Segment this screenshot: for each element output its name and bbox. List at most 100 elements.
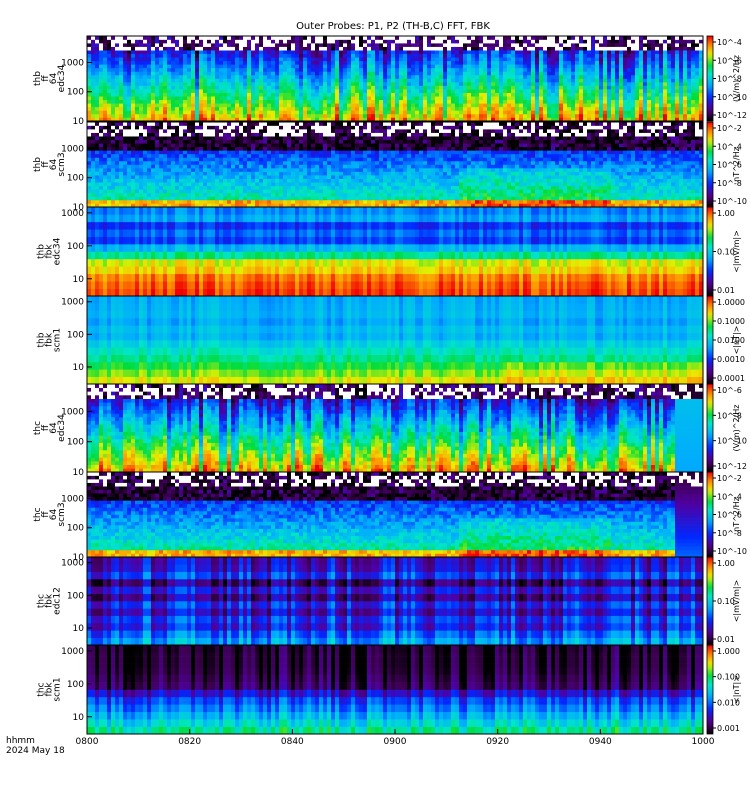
- spectrogram-cell: [143, 165, 147, 169]
- spectrogram-cell: [143, 54, 147, 58]
- spectrogram-cell: [235, 193, 239, 197]
- spectrogram-cell: [127, 133, 131, 137]
- spectrogram-cell: [555, 68, 559, 72]
- spectrogram-cell: [275, 110, 279, 114]
- panel-label-line: edc34: [57, 64, 67, 92]
- spectrogram-cell: [175, 82, 179, 86]
- spectrogram-cell: [275, 93, 279, 97]
- spectrogram-cell: [495, 100, 499, 104]
- spectrogram-cell: [355, 93, 359, 97]
- spectrogram-cell: [459, 114, 463, 118]
- spectrogram-cell: [87, 143, 91, 147]
- spectrogram-cell: [655, 79, 659, 83]
- spectrogram-cell: [643, 114, 647, 118]
- spectrogram-cell: [187, 179, 191, 183]
- spectrogram-cell: [99, 172, 103, 176]
- spectrogram-cell: [571, 40, 575, 44]
- spectrogram-cell: [519, 86, 523, 90]
- spectrogram-cell: [251, 196, 255, 200]
- spectrogram-cell: [415, 36, 419, 40]
- spectrogram-cell: [275, 36, 279, 40]
- spectrogram-cell: [463, 93, 467, 97]
- spectrogram-cell: [275, 189, 279, 193]
- spectrogram-cell: [259, 64, 263, 68]
- spectrogram-cell: [159, 110, 163, 114]
- spectrogram-cell: [247, 40, 251, 44]
- spectrogram-cell: [387, 86, 391, 90]
- spectrogram-cell: [403, 86, 407, 90]
- spectrogram-cell: [295, 89, 299, 93]
- spectrogram-cell: [223, 43, 227, 47]
- spectrogram-cell: [199, 175, 203, 179]
- spectrogram-cell: [203, 86, 207, 90]
- spectrogram-cell: [575, 103, 579, 107]
- spectrogram-cell: [503, 47, 507, 51]
- spectrogram-cell: [283, 122, 287, 126]
- spectrogram-cell: [291, 172, 295, 176]
- spectrogram-cell: [263, 43, 267, 47]
- spectrogram-cell: [331, 64, 335, 68]
- spectrogram-cell: [255, 36, 259, 40]
- spectrogram-cell: [103, 75, 107, 79]
- spectrogram-cell: [427, 50, 431, 54]
- spectrogram-cell: [295, 196, 299, 200]
- spectrogram-cell: [211, 182, 215, 186]
- spectrogram-cell: [143, 86, 147, 90]
- spectrogram-cell: [183, 165, 187, 169]
- spectrogram-cell: [275, 40, 279, 44]
- spectrogram-cell: [167, 103, 171, 107]
- spectrogram-cell: [339, 100, 343, 104]
- spectrogram-cell: [287, 196, 291, 200]
- spectrogram-cell: [539, 89, 543, 93]
- spectrogram-cell: [631, 114, 635, 118]
- spectrogram-cell: [443, 43, 447, 47]
- spectrogram-cell: [143, 136, 147, 140]
- spectrogram-cell: [307, 79, 311, 83]
- spectrogram-cell: [419, 82, 423, 86]
- spectrogram-cell: [223, 47, 227, 51]
- spectrogram-cell: [115, 186, 119, 190]
- spectrogram-cell: [551, 54, 555, 58]
- spectrogram-cell: [271, 168, 275, 172]
- spectrogram-cell: [603, 100, 607, 104]
- spectrogram-cell: [435, 103, 439, 107]
- spectrogram-cell: [199, 110, 203, 114]
- spectrogram-cell: [687, 68, 691, 72]
- spectrogram-cell: [167, 110, 171, 114]
- spectrogram-cell: [667, 96, 671, 100]
- spectrogram-cell: [135, 107, 139, 111]
- spectrogram-cell: [335, 75, 339, 79]
- spectrogram-cell: [455, 100, 459, 104]
- spectrogram-cell: [247, 147, 251, 151]
- spectrogram-cell: [263, 140, 267, 144]
- spectrogram-cell: [675, 50, 679, 54]
- spectrogram-cell: [263, 107, 267, 111]
- spectrogram-cell: [179, 114, 183, 118]
- spectrogram-cell: [415, 43, 419, 47]
- spectrogram-cell: [603, 79, 607, 83]
- spectrogram-cell: [267, 50, 271, 54]
- spectrogram-cell: [511, 107, 515, 111]
- spectrogram-cell: [423, 114, 427, 118]
- spectrogram-cell: [495, 89, 499, 93]
- spectrogram-cell: [143, 96, 147, 100]
- spectrogram-cell: [207, 40, 211, 44]
- spectrogram-cell: [115, 40, 119, 44]
- spectrogram-cell: [563, 110, 567, 114]
- spectrogram-cell: [199, 93, 203, 97]
- spectrogram-cell: [227, 93, 231, 97]
- spectrogram-cell: [519, 89, 523, 93]
- spectrogram-cell: [635, 61, 639, 65]
- spectrogram-cell: [187, 103, 191, 107]
- spectrogram-cell: [483, 61, 487, 65]
- spectrogram-cell: [187, 157, 191, 161]
- spectrogram-cell: [151, 96, 155, 100]
- spectrogram-cell: [87, 168, 91, 172]
- spectrogram-cell: [447, 64, 451, 68]
- spectrogram-cell: [651, 71, 655, 75]
- spectrogram-cell: [419, 89, 423, 93]
- spectrogram-cell: [647, 96, 651, 100]
- spectrogram-cell: [255, 200, 259, 204]
- spectrogram-cell: [211, 147, 215, 151]
- spectrogram-cell: [367, 47, 371, 51]
